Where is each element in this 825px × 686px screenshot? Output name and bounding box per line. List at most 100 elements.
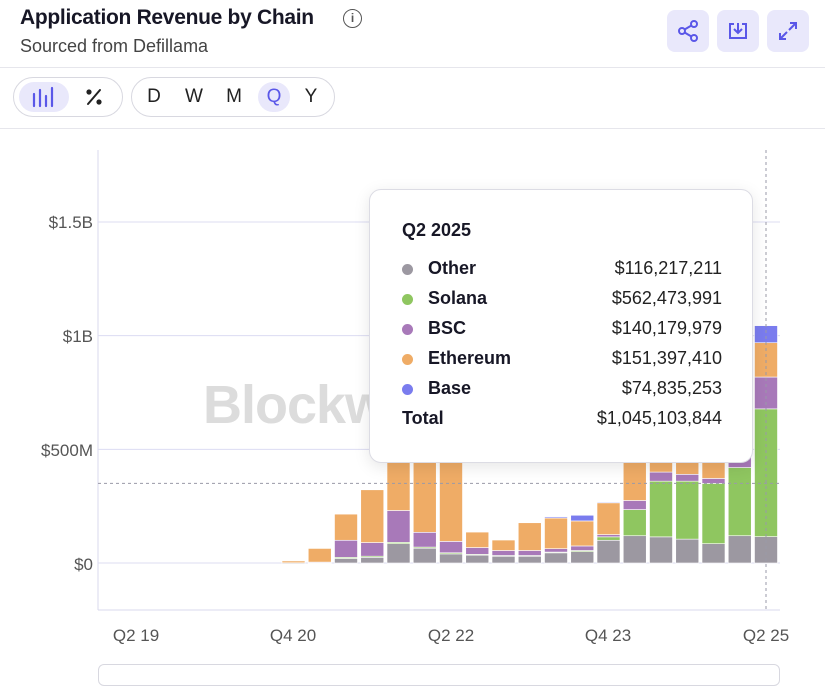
bar-segment-other bbox=[334, 558, 358, 564]
bar-segment-other bbox=[517, 555, 542, 564]
bar-segment-other bbox=[727, 535, 752, 564]
tooltip-series-name: Other bbox=[428, 258, 477, 278]
bar-segment-bsc bbox=[412, 532, 437, 548]
x-tick-label: Q2 22 bbox=[427, 626, 475, 645]
y-tick-label: $0 bbox=[74, 555, 93, 574]
bar-segment-other bbox=[596, 539, 621, 564]
x-tick-label: Q4 23 bbox=[584, 626, 632, 645]
bar-segment-ethereum bbox=[596, 502, 621, 535]
bar-segment-bsc bbox=[596, 534, 621, 538]
bar-segment-bsc bbox=[439, 541, 463, 554]
bar-segment-base bbox=[544, 516, 568, 519]
bar-segment-other bbox=[649, 536, 673, 564]
tooltip-row: Solana $562,473,991 bbox=[402, 287, 722, 311]
bar-segment-bsc bbox=[622, 500, 647, 510]
download-button[interactable] bbox=[717, 10, 759, 52]
bar-segment-other bbox=[412, 547, 437, 564]
chart-subtitle: Sourced from Defillama bbox=[20, 36, 209, 56]
toolbar-divider bbox=[0, 128, 825, 129]
bar-segment-solana bbox=[622, 509, 647, 537]
bar-segment-base bbox=[754, 325, 778, 344]
expand-button[interactable] bbox=[767, 10, 809, 52]
tooltip-series-name: BSC bbox=[428, 318, 467, 338]
period-m-button[interactable]: M bbox=[226, 86, 242, 107]
tooltip-row: Base $74,835,253 bbox=[402, 377, 722, 401]
x-tick-label: Q2 25 bbox=[742, 626, 790, 645]
bar-segment-bsc bbox=[570, 545, 595, 551]
bar-segment-ethereum bbox=[701, 461, 726, 479]
share-button[interactable] bbox=[667, 10, 709, 52]
bar-segment-other bbox=[622, 535, 647, 564]
range-slider[interactable] bbox=[98, 664, 780, 686]
bar-segment-ethereum bbox=[334, 513, 358, 541]
tooltip-series-value: $562,473,991 bbox=[611, 288, 722, 308]
chart-tooltip: Q2 2025 Other $116,217,211 Solana $562,4… bbox=[369, 189, 753, 463]
bar-segment-solana bbox=[675, 480, 700, 540]
bar-segment-ethereum bbox=[491, 539, 516, 551]
tooltip-series-name: Solana bbox=[428, 288, 488, 308]
bar-segment-other bbox=[544, 552, 568, 564]
stacked-bar-chart bbox=[97, 150, 780, 611]
bar-segment-bsc bbox=[649, 471, 673, 482]
tooltip-row: Other $116,217,211 bbox=[402, 257, 722, 281]
tooltip-series-value: $140,179,979 bbox=[611, 318, 722, 338]
x-tick-label: Q2 19 bbox=[112, 626, 160, 645]
bar-segment-bsc bbox=[386, 510, 411, 543]
bar-segment-other bbox=[570, 551, 595, 564]
bar-segment-ethereum bbox=[517, 522, 542, 551]
bar-segment-bsc bbox=[701, 478, 726, 484]
bar-segment-base bbox=[570, 514, 595, 522]
bar-segment-ethereum bbox=[360, 489, 385, 543]
bar-segment-bsc bbox=[517, 550, 542, 556]
bar-segment-bsc bbox=[675, 474, 700, 482]
bar-segment-ethereum bbox=[570, 520, 595, 547]
legend-dot-base bbox=[402, 384, 413, 395]
tooltip-total-value: $1,045,103,844 bbox=[596, 408, 722, 428]
chart-title: Application Revenue by Chain bbox=[20, 6, 314, 29]
bar-segment-solana bbox=[596, 536, 621, 541]
y-tick-label: $1.5B bbox=[48, 213, 93, 232]
tooltip-series-value: $151,397,410 bbox=[611, 348, 722, 368]
legend-dot-ethereum bbox=[402, 354, 413, 365]
bar-segment-solana bbox=[649, 480, 673, 538]
x-tick-label: Q4 20 bbox=[269, 626, 317, 645]
legend-dot-other bbox=[402, 264, 413, 275]
percent-view-button[interactable] bbox=[72, 82, 116, 112]
bar-segment-other bbox=[701, 543, 726, 564]
bar-segment-ethereum bbox=[465, 531, 490, 548]
tooltip-row: BSC $140,179,979 bbox=[402, 317, 722, 341]
period-d-button[interactable]: D bbox=[147, 86, 161, 107]
percent-icon bbox=[86, 89, 102, 105]
period-y-button[interactable]: Y bbox=[304, 86, 318, 107]
tooltip-total-row: Total $1,045,103,844 bbox=[402, 407, 722, 431]
bar-segment-bsc bbox=[465, 547, 490, 555]
bar-chart-view-button[interactable] bbox=[19, 82, 69, 112]
legend-dot-bsc bbox=[402, 324, 413, 335]
y-tick-label: $1B bbox=[62, 327, 93, 346]
tooltip-series-value: $116,217,211 bbox=[614, 258, 722, 278]
bar-segment-other bbox=[491, 555, 516, 564]
bar-segment-ethereum bbox=[622, 459, 647, 501]
bar-segment-ethereum bbox=[307, 548, 332, 563]
bar-segment-other bbox=[360, 557, 385, 564]
bar-segment-bsc bbox=[544, 548, 568, 553]
expand-icon bbox=[779, 22, 797, 40]
bar-segment-ethereum bbox=[544, 517, 568, 549]
tooltip-total-label: Total bbox=[402, 408, 444, 428]
period-w-button[interactable]: W bbox=[185, 86, 203, 107]
bar-segment-other bbox=[465, 554, 490, 564]
header-divider bbox=[0, 67, 825, 68]
info-icon[interactable]: i bbox=[343, 9, 362, 28]
bar-segment-other bbox=[675, 538, 700, 564]
tooltip-title: Q2 2025 bbox=[402, 220, 472, 240]
period-q-button[interactable]: Q bbox=[258, 82, 290, 112]
bar-segment-ethereum bbox=[754, 342, 778, 378]
bar-segment-other bbox=[439, 553, 463, 564]
tooltip-series-name: Base bbox=[428, 378, 472, 398]
bar-segment-base bbox=[596, 501, 621, 504]
bar-segment-bsc bbox=[334, 539, 358, 558]
bar-segment-other bbox=[386, 543, 411, 564]
bar-segment-bsc bbox=[360, 542, 385, 557]
view-toggle-group bbox=[13, 77, 123, 117]
tooltip-series-name: Ethereum bbox=[428, 348, 512, 368]
